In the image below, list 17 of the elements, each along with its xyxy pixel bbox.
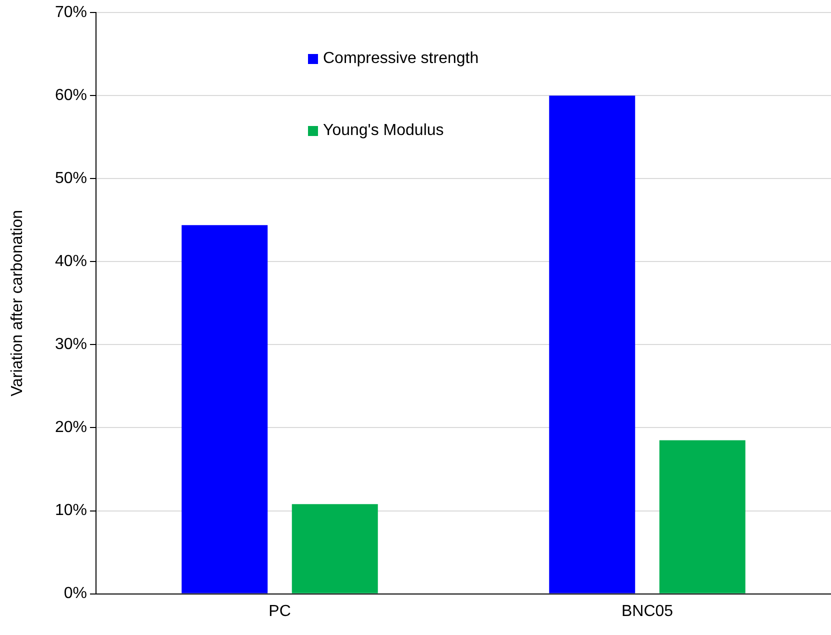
bar: [292, 504, 378, 594]
y-tick-label: 60%: [54, 87, 87, 104]
bar: [182, 225, 268, 594]
legend-label: Young's Modulus: [323, 122, 444, 140]
x-tick-label: PC: [268, 602, 291, 620]
y-tick-label: 50%: [54, 170, 87, 188]
y-tick-label: 70%: [54, 4, 87, 22]
bar: [549, 96, 636, 594]
y-tick-label: 40%: [54, 253, 87, 270]
bar: [659, 440, 746, 594]
y-tick-label: 30%: [54, 336, 87, 354]
y-tick-label: 10%: [54, 502, 87, 520]
x-tick-label: BNC05: [621, 602, 674, 620]
y-tick-label: 0%: [64, 585, 87, 602]
legend-label: Compressive strength: [323, 50, 479, 68]
y-axis-title: Variation after carbonation: [9, 210, 26, 396]
y-tick-label: 20%: [54, 419, 87, 436]
